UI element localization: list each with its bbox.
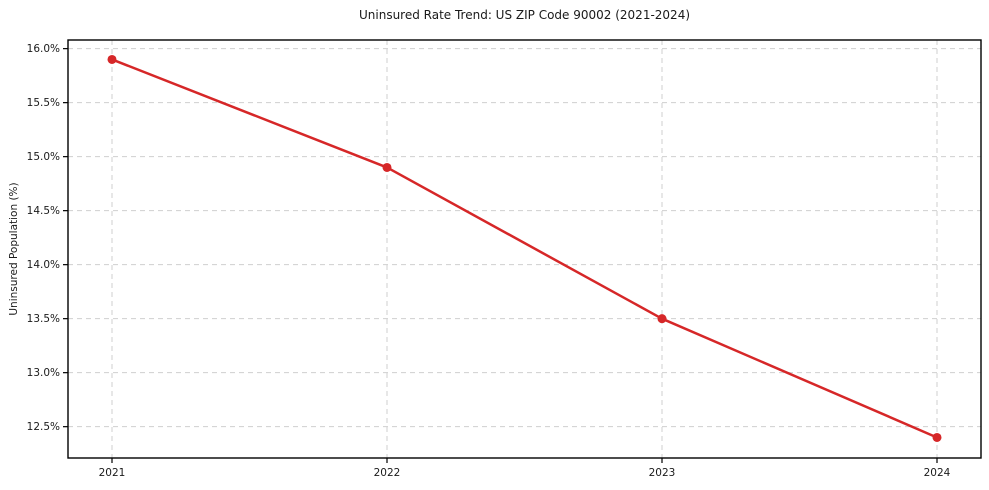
y-tick-label: 13.5% bbox=[27, 313, 60, 325]
x-tick-label: 2024 bbox=[924, 467, 951, 479]
axis-spines bbox=[67, 39, 982, 459]
y-tick-label: 13.0% bbox=[27, 367, 60, 379]
y-axis-label-text: Uninsured Population (%) bbox=[8, 182, 20, 316]
y-tick-label: 15.0% bbox=[27, 151, 60, 163]
data-point-marker bbox=[657, 314, 667, 324]
x-tick-label: 2023 bbox=[649, 467, 676, 479]
y-tick-label: 12.5% bbox=[27, 421, 60, 433]
data-point-marker bbox=[932, 432, 942, 442]
y-tick-label: 15.5% bbox=[27, 97, 60, 109]
trend-line bbox=[110, 58, 939, 439]
x-tick-label: 2021 bbox=[99, 467, 126, 479]
data-point-marker bbox=[107, 54, 117, 64]
y-tick-label: 14.5% bbox=[27, 205, 60, 217]
y-tick-label: 14.0% bbox=[27, 259, 60, 271]
y-tick-label: 16.0% bbox=[27, 43, 60, 55]
chart-title: Uninsured Rate Trend: US ZIP Code 90002 … bbox=[358, 8, 691, 22]
data-point-marker bbox=[382, 162, 392, 172]
x-tick-label: 2022 bbox=[374, 467, 401, 479]
